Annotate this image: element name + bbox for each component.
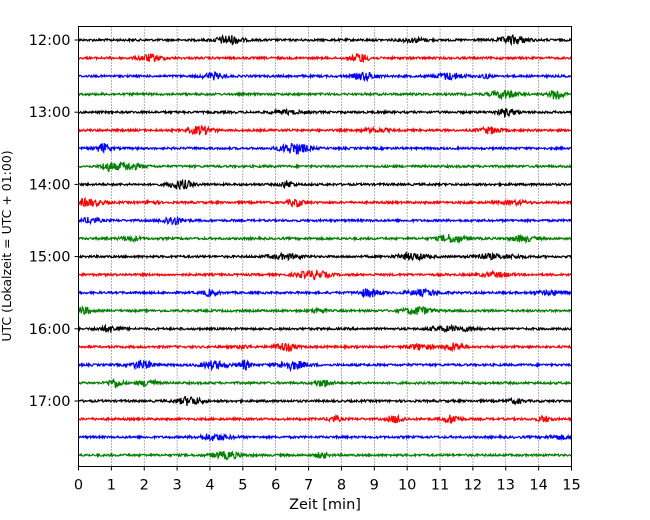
x-tick-label-8: 8 <box>337 478 346 494</box>
trace-1 <box>78 52 572 63</box>
trace-17 <box>78 342 573 353</box>
y-axis-label: UTC (Lokalzeit = UTC + 01:00) <box>0 150 14 341</box>
trace-23 <box>78 450 572 461</box>
y-tick-label-12:00: 12:00 <box>29 33 71 49</box>
x-tick-label-13: 13 <box>497 478 515 494</box>
x-tick-label-2: 2 <box>140 478 149 494</box>
x-tick-label-1: 1 <box>107 478 116 494</box>
plot-frame <box>78 26 572 467</box>
trace-5 <box>77 124 572 136</box>
trace-15 <box>77 305 572 315</box>
trace-12 <box>78 250 573 262</box>
x-tick-label-5: 5 <box>238 478 247 494</box>
trace-18 <box>77 359 572 373</box>
x-tick-label-0: 0 <box>74 478 83 494</box>
trace-6 <box>78 142 572 155</box>
x-tick-label-3: 3 <box>172 478 181 494</box>
trace-3 <box>77 89 573 101</box>
x-tick-label-14: 14 <box>529 478 547 494</box>
x-tick-label-4: 4 <box>205 478 214 494</box>
trace-10 <box>78 216 572 226</box>
x-tick-label-12: 12 <box>464 478 482 494</box>
trace-22 <box>77 432 573 442</box>
vertical-grid <box>111 26 539 467</box>
x-axis-label: Zeit [min] <box>289 497 361 513</box>
x-tick-label-7: 7 <box>304 478 313 494</box>
trace-13 <box>78 269 573 281</box>
trace-20 <box>78 395 573 406</box>
trace-2 <box>78 71 572 83</box>
trace-21 <box>78 413 572 424</box>
y-tick-label-17:00: 17:00 <box>29 394 71 410</box>
seismic-traces <box>77 33 573 461</box>
x-axis-ticks: 0 1 2 3 4 5 6 7 8 9 10 11 12 13 14 15 <box>74 466 581 494</box>
x-tick-label-15: 15 <box>562 478 580 494</box>
trace-0 <box>77 33 572 47</box>
trace-14 <box>77 287 572 299</box>
x-tick-label-11: 11 <box>431 478 449 494</box>
trace-19 <box>78 378 572 389</box>
trace-9 <box>77 196 572 208</box>
trace-8 <box>77 178 572 190</box>
y-tick-label-14:00: 14:00 <box>29 177 71 193</box>
y-axis-ticks: 12:00 13:00 14:00 15:00 16:00 17:00 <box>29 33 79 410</box>
x-tick-label-6: 6 <box>271 478 280 494</box>
y-tick-label-16:00: 16:00 <box>29 322 71 338</box>
trace-7 <box>78 161 572 173</box>
y-tick-label-15:00: 15:00 <box>29 250 71 266</box>
x-tick-label-9: 9 <box>370 478 379 494</box>
x-tick-label-10: 10 <box>398 478 416 494</box>
y-tick-label-13:00: 13:00 <box>29 105 71 121</box>
trace-16 <box>77 323 573 334</box>
trace-4 <box>78 107 573 119</box>
trace-11 <box>77 233 573 245</box>
